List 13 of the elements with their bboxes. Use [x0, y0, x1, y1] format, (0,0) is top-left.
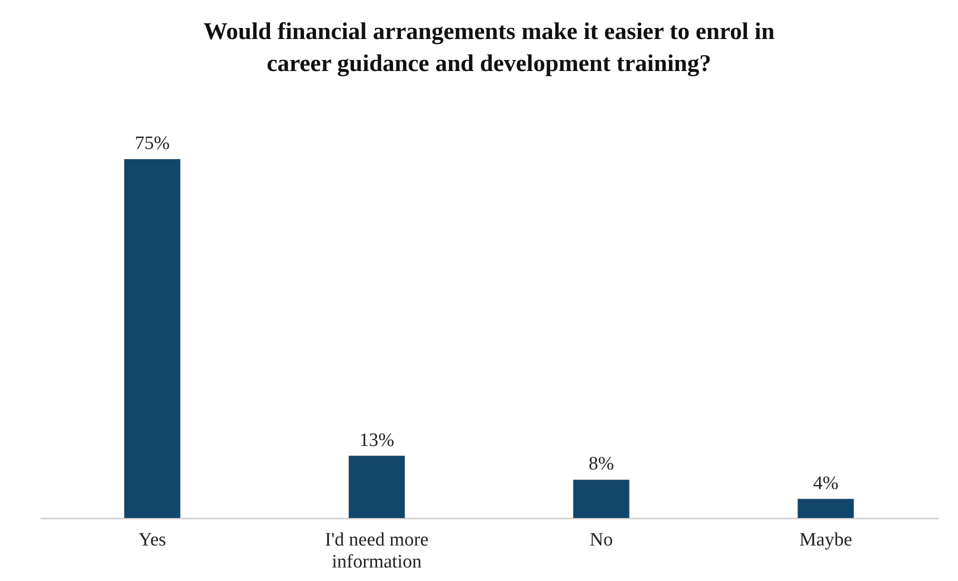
data-label: 8% — [588, 454, 614, 475]
bar — [573, 480, 630, 518]
data-label: 75% — [134, 133, 170, 154]
x-tick-label: Yes — [138, 530, 166, 550]
x-tick-label: Maybe — [799, 530, 852, 550]
x-tick-label: I'd need more information — [324, 530, 429, 572]
data-label: 4% — [813, 472, 839, 494]
data-label: 13% — [359, 430, 394, 451]
x-tick-label: No — [590, 530, 613, 550]
bar — [798, 498, 854, 518]
bar — [124, 159, 180, 518]
chart-title: Would financial arrangements make it easier to enrol in career guidance and development training? — [203, 19, 775, 77]
bar — [348, 456, 405, 518]
